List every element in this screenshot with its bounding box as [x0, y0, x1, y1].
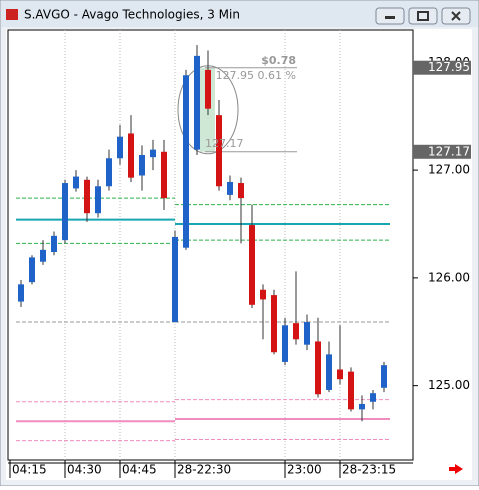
- window-title: S.AVGO - Avago Technologies, 3 Min: [24, 8, 240, 22]
- maximize-icon: [417, 11, 429, 21]
- candle-body: [40, 249, 46, 262]
- candle-body: [205, 69, 211, 109]
- x-tick-label: 04:45: [122, 463, 157, 477]
- y-tick-label: 127.00: [428, 163, 470, 177]
- candle-body: [293, 323, 299, 340]
- y-tick-label: 126.00: [428, 270, 470, 284]
- candle-body: [315, 341, 321, 395]
- candle-body: [238, 183, 244, 199]
- candle-body: [29, 257, 35, 283]
- app-icon: [6, 9, 18, 20]
- candle-body: [183, 75, 189, 248]
- candle-body: [18, 284, 24, 302]
- x-tick-label: 28-22:30: [177, 463, 231, 477]
- measure-label: 127.95 0.61 %: [216, 69, 296, 82]
- candle-body: [95, 186, 101, 214]
- change-label: $0.78: [261, 54, 296, 67]
- candle-body: [260, 289, 266, 300]
- candle-body: [106, 158, 112, 187]
- candle-body: [84, 179, 90, 214]
- price-marker-label: 127.95: [428, 60, 470, 74]
- candle-body: [73, 176, 79, 189]
- candle-body: [304, 322, 310, 345]
- x-tick-label: 04:15: [12, 463, 47, 477]
- y-tick-label: 125.00: [428, 378, 470, 392]
- candle-body: [348, 371, 354, 410]
- candle-body: [139, 155, 145, 176]
- price-marker-box: [413, 144, 471, 159]
- candle-body: [194, 55, 200, 150]
- close-icon: [451, 11, 461, 21]
- candle-body: [381, 365, 387, 388]
- minimize-icon: [385, 16, 395, 19]
- candle-body: [216, 115, 222, 187]
- candle-body: [337, 369, 343, 380]
- x-tick-label: 04:30: [67, 463, 102, 477]
- candle-body: [326, 354, 332, 390]
- candle-body: [227, 181, 233, 195]
- x-tick-label: 28-23:15: [342, 463, 396, 477]
- x-tick-label: 23:00: [287, 463, 322, 477]
- candle-body: [282, 325, 288, 362]
- candle-body: [359, 403, 365, 410]
- price-marker-box: [413, 60, 471, 75]
- candle-body: [117, 136, 123, 159]
- scroll-arrow[interactable]: [449, 464, 463, 474]
- candle-body: [172, 236, 178, 323]
- candle-body: [370, 393, 376, 402]
- candle-body: [161, 151, 167, 199]
- candle-body: [128, 133, 134, 178]
- candle-body: [62, 183, 68, 241]
- candle-body: [51, 235, 57, 253]
- low-label: 127.17: [205, 137, 244, 150]
- price-marker-label: 127.17: [428, 144, 470, 158]
- candle-body: [150, 149, 156, 158]
- maximize-button[interactable]: [408, 7, 438, 25]
- candle-body: [271, 295, 277, 353]
- candle-body: [249, 225, 255, 305]
